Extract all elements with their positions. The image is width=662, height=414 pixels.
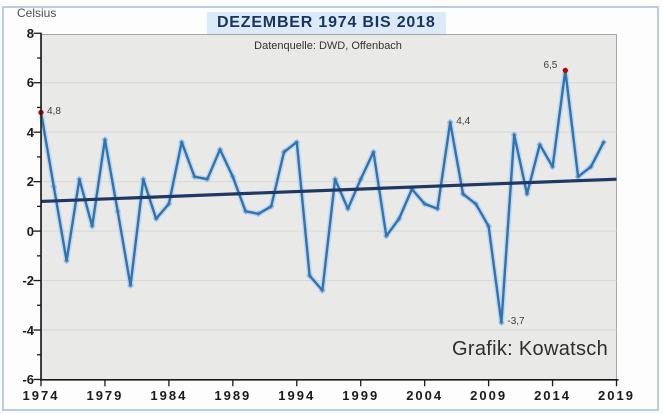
x-tick-label: 1974 [22, 388, 60, 403]
x-tick-label: 1989 [214, 388, 252, 403]
trend-line [40, 177, 617, 204]
data-point-label: 4,8 [47, 105, 61, 117]
x-tick-label: 1994 [278, 388, 316, 403]
x-tick-label: 1984 [150, 388, 188, 403]
y-tick-label: -4 [22, 322, 34, 338]
credit-label: Grafik: Kowatsch [452, 338, 608, 360]
x-tick-label: 1979 [86, 388, 124, 403]
chart-title: DEZEMBER 1974 BIS 2018 [206, 12, 446, 34]
y-tick-label: 0 [26, 223, 34, 239]
temperature-series-line [39, 69, 605, 324]
x-tick-label: 2009 [470, 388, 508, 403]
x-tick-label: 2019 [598, 388, 635, 403]
data-point-label: 6,5 [543, 60, 558, 72]
plot-area [41, 34, 617, 380]
data-point-label: 4,4 [456, 115, 471, 127]
y-tick-label: 2 [26, 174, 34, 190]
y-tick-label: 4 [26, 124, 34, 140]
chart-subtitle: Datenquelle: DWD, Offenbach [254, 40, 402, 52]
y-tick-label: 8 [26, 25, 34, 41]
x-tick-label: 2004 [406, 388, 444, 403]
data-point-label: -3,7 [507, 316, 525, 328]
x-tick-label: 1999 [342, 388, 380, 403]
highlight-marker [562, 67, 568, 73]
x-tick-label: 2014 [534, 388, 571, 403]
y-tick-label: -2 [22, 273, 34, 289]
y-tick-label: -6 [22, 371, 34, 387]
y-axis-unit-label: Celsius [17, 6, 57, 20]
y-tick-label: 6 [26, 75, 34, 91]
